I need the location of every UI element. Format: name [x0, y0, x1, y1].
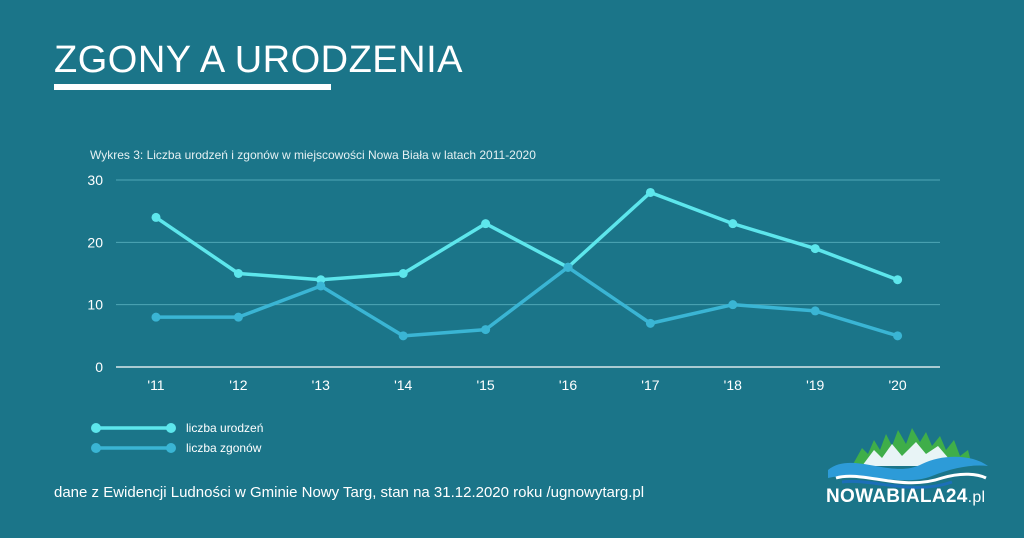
data-point — [810, 244, 820, 254]
series-line — [156, 265, 899, 338]
x-tick-label: '11 — [147, 377, 164, 393]
x-tick-label: '19 — [806, 377, 824, 393]
y-tick-label: 20 — [87, 234, 103, 250]
data-point — [728, 300, 738, 310]
x-axis-ticks: '11 '12 '13 '14 '15 '16 '17 '18 '19 '20 — [147, 377, 907, 393]
data-point — [316, 275, 326, 285]
data-point — [481, 325, 491, 335]
data-point — [893, 275, 903, 285]
data-point — [398, 331, 408, 341]
legend-label: liczba urodzeń — [186, 421, 263, 435]
logo-icon — [828, 428, 988, 489]
data-point — [645, 318, 655, 328]
data-point — [893, 331, 903, 341]
legend-swatch-dot — [166, 423, 176, 433]
x-tick-label: '20 — [888, 377, 906, 393]
logo-suffix: .pl — [967, 489, 986, 506]
legend-swatch-dot — [91, 423, 101, 433]
y-tick-label: 10 — [87, 297, 103, 313]
data-point — [481, 219, 491, 229]
data-point — [810, 306, 820, 316]
x-tick-label: '14 — [394, 377, 412, 393]
data-point — [398, 269, 408, 278]
data-point — [151, 212, 161, 222]
chart-legend: liczba urodzeń liczba zgonów — [91, 421, 263, 455]
logo-name: NOWABIALA24 — [826, 486, 968, 507]
y-axis-ticks: 0 10 20 30 — [87, 172, 103, 375]
data-point — [728, 219, 738, 229]
y-tick-label: 30 — [87, 172, 103, 188]
legend-swatch-dot — [91, 443, 101, 453]
x-tick-label: '17 — [641, 377, 659, 393]
chart-series — [151, 187, 903, 341]
y-tick-label: 0 — [95, 359, 103, 375]
page-title: ZGONY A URODZENIA — [54, 39, 463, 81]
title-underline — [54, 84, 331, 90]
data-point — [316, 281, 326, 291]
source-footer: dane z Ewidencji Ludności w Gminie Nowy … — [54, 484, 645, 501]
chart-grid — [116, 179, 940, 368]
legend-swatch-dot — [166, 443, 176, 453]
x-tick-label: '15 — [476, 377, 494, 393]
data-point — [563, 262, 573, 272]
x-tick-label: '12 — [229, 377, 247, 393]
chart-subtitle: Wykres 3: Liczba urodzeń i zgonów w miej… — [90, 148, 536, 162]
data-point — [151, 312, 161, 322]
data-point — [233, 269, 243, 278]
data-point — [233, 312, 243, 322]
series-line — [155, 190, 899, 282]
data-point — [645, 187, 655, 197]
x-tick-label: '18 — [724, 377, 742, 393]
x-tick-label: '16 — [559, 377, 577, 393]
logo-text: NOWABIALA24.pl — [826, 486, 985, 508]
legend-label: liczba zgonów — [186, 441, 262, 455]
x-tick-label: '13 — [312, 377, 330, 393]
